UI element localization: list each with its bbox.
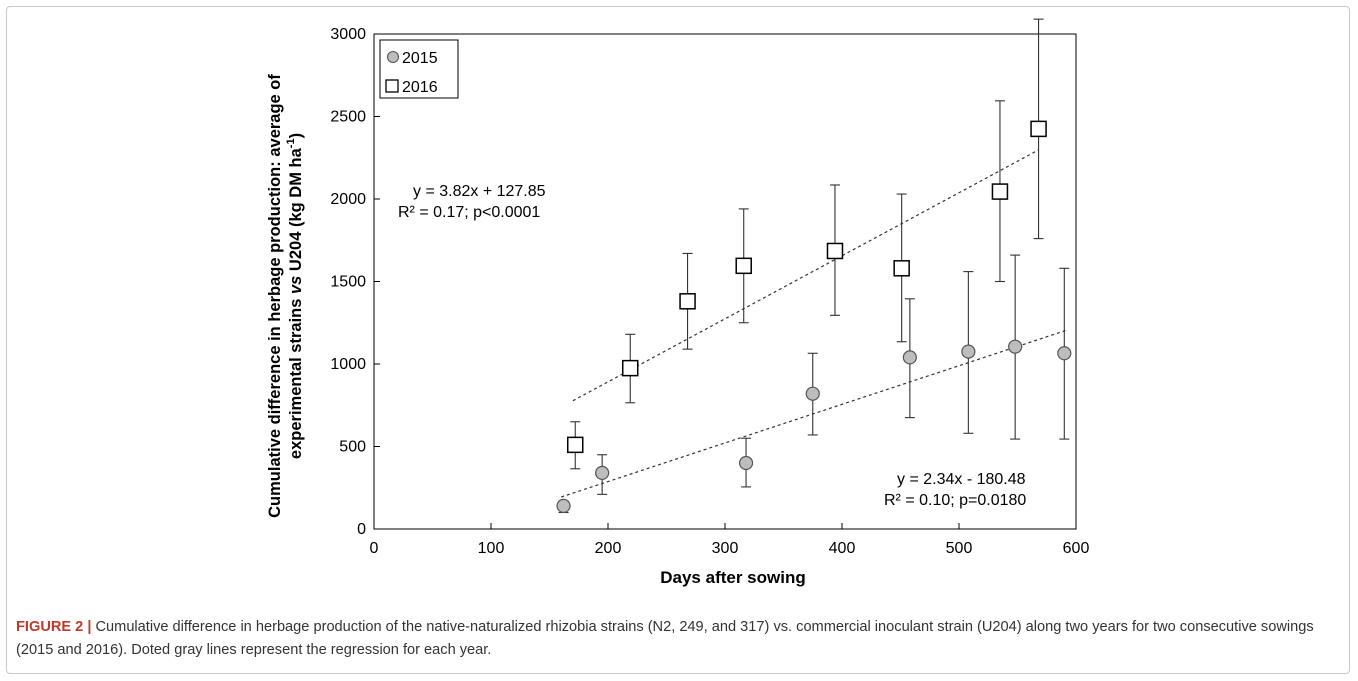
y-axis-label-line1: Cumulative difference in herbage product…: [266, 74, 284, 518]
y-label-close: ): [287, 133, 305, 139]
data-point-2015: [1008, 339, 1023, 354]
trendline-2016: [572, 149, 1039, 402]
caption-label: FIGURE 2 |: [16, 619, 92, 635]
caption-text: Cumulative difference in herbage product…: [16, 619, 1314, 658]
data-point-2016: [735, 257, 752, 275]
data-point-2015: [805, 386, 820, 401]
data-point-2016: [1030, 120, 1047, 138]
x-tick-label: 300: [712, 540, 739, 557]
trendline-2015: [561, 329, 1067, 498]
x-tick-label: 600: [1063, 540, 1090, 557]
y-tick-label: 2500: [330, 109, 366, 126]
y-tick-label: 500: [339, 439, 366, 456]
trend-stats-2016: R² = 0.17; p<0.0001: [398, 204, 540, 221]
legend-label-2015: 2015: [402, 50, 438, 67]
data-point-2016: [991, 183, 1009, 200]
y-tick-label: 1500: [330, 274, 366, 291]
figure-frame: [6, 6, 1350, 674]
data-point-2016: [826, 242, 844, 260]
data-point-2016: [893, 260, 910, 277]
y-tick-label: 0: [357, 521, 366, 538]
x-tick-label: 200: [595, 540, 622, 557]
y-label-part-a: experimental strains: [287, 294, 305, 459]
x-tick-label: 0: [370, 540, 379, 557]
scatter-chart: 0 500 1000 1500 2000 2500 3000 0 100 200 300 400 50…: [266, 18, 1090, 587]
figure-caption: FIGURE 2 | Cumulative difference in herb…: [16, 616, 1336, 662]
data-point-2016: [621, 359, 639, 377]
legend-label-2016: 2016: [402, 79, 438, 96]
data-point-2016: [679, 293, 696, 310]
data-point-2015: [556, 498, 571, 513]
data-point-2015: [961, 344, 976, 359]
data-point-2015: [738, 455, 754, 471]
legend-marker-2015: [386, 50, 400, 64]
y-label-part-unit: U204 (kg DM ha: [287, 147, 305, 275]
x-tick-label: 400: [829, 540, 856, 557]
y-tick-label: 2000: [330, 191, 366, 208]
y-tick-label: 3000: [330, 26, 366, 43]
x-tick-label: 500: [946, 540, 973, 557]
data-point-2015: [902, 350, 917, 365]
x-axis-label: Days after sowing: [660, 568, 806, 587]
data-point-2015: [1057, 346, 1072, 361]
data-point-2015: [595, 465, 610, 480]
y-label-superscript: -1: [285, 138, 297, 148]
plot-area: [373, 33, 1077, 530]
data-point-2016: [566, 436, 584, 454]
trend-equation-2016: y = 3.82x + 127.85: [413, 183, 546, 200]
y-label-part-vs: vs: [287, 276, 305, 294]
trend-stats-2015: R² = 0.10; p=0.0180: [884, 492, 1026, 509]
x-tick-label: 100: [478, 540, 505, 557]
legend-marker-2016: [385, 79, 399, 93]
trend-equation-2015: y = 2.34x - 180.48: [897, 471, 1026, 488]
y-tick-label: 1000: [330, 356, 366, 373]
y-axis-label-line2: experimental strains vs U204 (kg DM ha-1…: [285, 133, 305, 459]
